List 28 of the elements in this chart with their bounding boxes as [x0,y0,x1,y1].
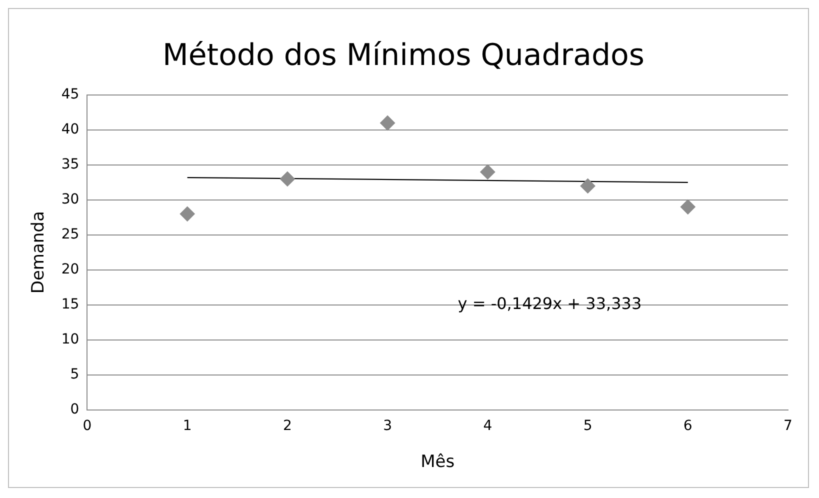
x-tick-label: 2 [282,418,292,434]
x-axis-title: Mês [420,452,455,472]
x-tick-label: 3 [383,418,392,434]
point [380,115,396,130]
y-tick-label: 40 [61,122,80,138]
x-tick-label: 6 [683,418,692,434]
y-tick-label: 15 [61,296,80,313]
y-tick-label: 20 [61,262,80,278]
y-tick-label: 45 [61,86,80,103]
y-tick-label: 30 [61,192,80,208]
x-tick-label: 1 [182,418,192,434]
x-tick-label: 0 [82,418,92,434]
y-tick-label: 0 [70,401,80,418]
y-tick-label: 10 [61,331,80,348]
point [480,164,496,180]
point [280,171,295,186]
x-tick-label: 4 [483,418,492,434]
point [580,178,596,194]
x-tick-label: 5 [583,418,592,434]
point [680,199,696,214]
annotation: y = -0,1429x + 33,333 [458,294,642,314]
y-tick-label: 35 [61,156,80,173]
y-tick-label: 5 [70,366,80,382]
x-tick-label: 7 [784,418,792,434]
chart-title: Método dos Mínimos Quadrados [162,38,645,73]
point [180,206,195,222]
y-tick-label: 25 [61,226,80,243]
y-axis-title: Demanda [28,211,49,294]
